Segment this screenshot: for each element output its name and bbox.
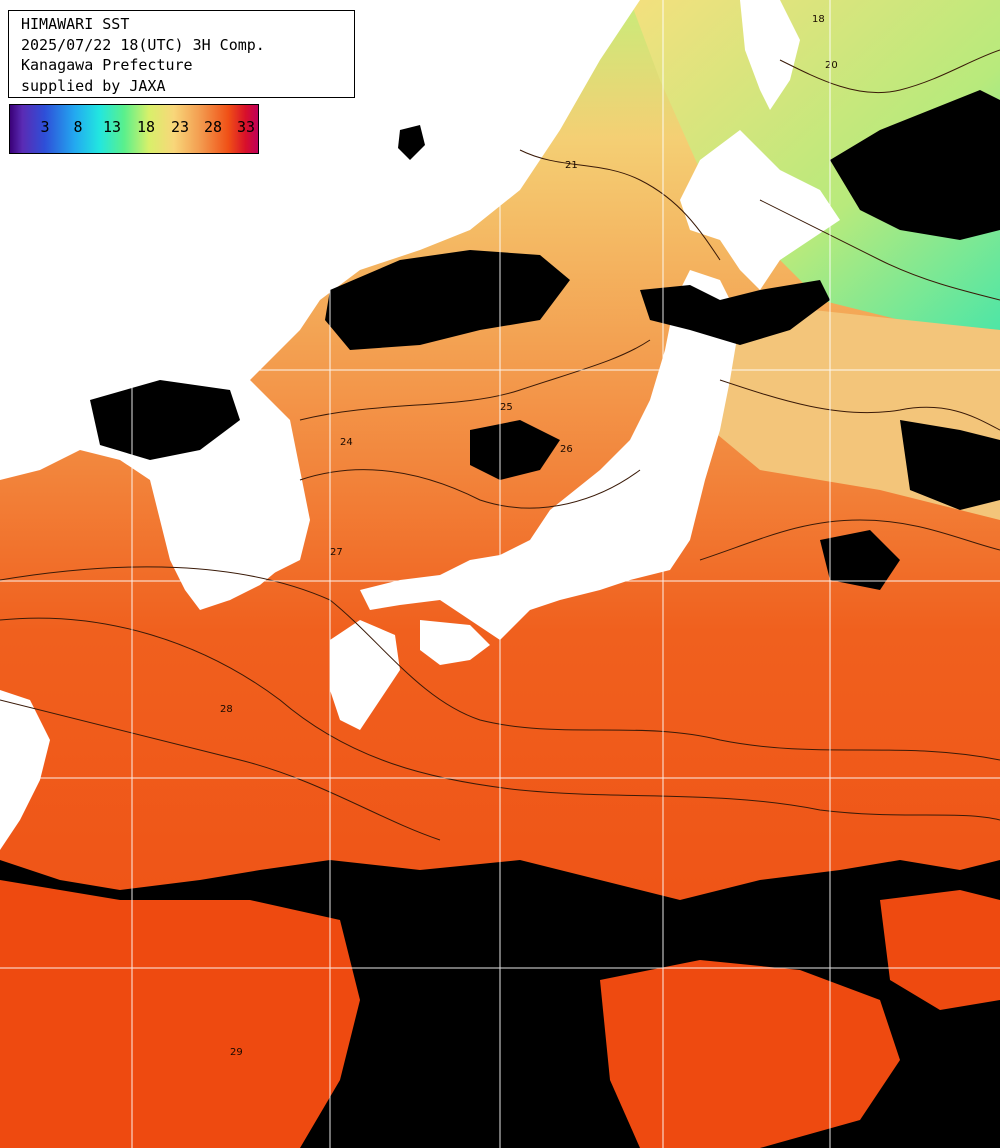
shikoku-island <box>420 620 490 665</box>
contour-label-group: 24 25 26 27 28 29 21 20 18 <box>220 14 838 1058</box>
contour-label: 27 <box>330 547 343 558</box>
contour-label: 24 <box>340 437 353 448</box>
hokkaido-island <box>680 130 840 290</box>
legend-tick: 18 <box>136 118 156 136</box>
timestamp-text: 2025/07/22 18(UTC) 3H Comp. <box>21 35 265 54</box>
contour-label: 18 <box>812 14 825 25</box>
source-text: supplied by JAXA <box>21 76 166 95</box>
contour-label: 21 <box>565 160 578 171</box>
sakhalin-island <box>740 0 800 110</box>
kyushu-island <box>330 620 400 730</box>
legend-tick: 28 <box>203 118 223 136</box>
legend-tick: 13 <box>102 118 122 136</box>
legend-tick: 33 <box>236 118 256 136</box>
honshu-island <box>360 270 740 640</box>
region-text: Kanagawa Prefecture <box>21 56 193 74</box>
legend-tick: 23 <box>170 118 190 136</box>
contour-label: 26 <box>560 444 573 455</box>
legend-tick: 3 <box>40 118 50 136</box>
title-box: HIMAWARI SST 2025/07/22 18(UTC) 3H Comp.… <box>8 10 355 98</box>
title-text: HIMAWARI SST <box>21 15 130 33</box>
china-coast <box>0 690 50 850</box>
contour-label: 28 <box>220 704 233 715</box>
contour-label: 29 <box>230 1047 243 1058</box>
cold-water-region <box>630 0 1000 330</box>
warm-patches <box>0 880 1000 1148</box>
legend-tick: 8 <box>73 118 83 136</box>
contour-label: 20 <box>825 60 838 71</box>
contour-label: 25 <box>500 402 513 413</box>
isotherm-contours <box>0 49 1000 841</box>
color-scale-legend: 3 8 13 18 23 28 33 <box>9 104 259 154</box>
